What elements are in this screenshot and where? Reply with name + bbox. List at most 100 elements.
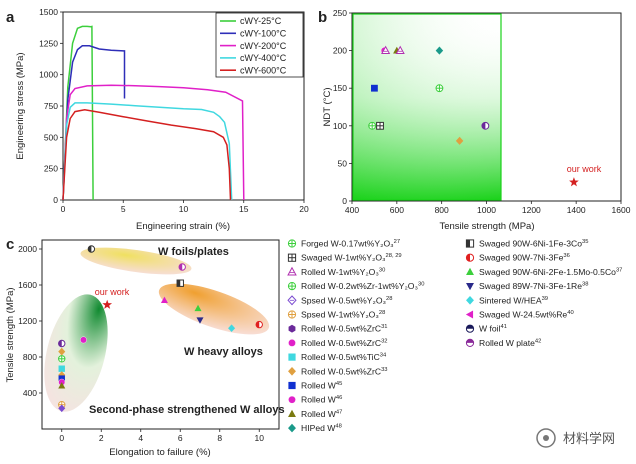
- panel-c-point-14: [176, 279, 184, 287]
- panel-a-ytick-label: 1250: [39, 38, 58, 48]
- panel-c-ytick-label: 800: [23, 352, 37, 362]
- panel-a-ytick-label: 750: [44, 101, 58, 111]
- watermark-logo-icon: [536, 428, 556, 448]
- panel-c-legend-label-7: Rolled W-0.5wt%ZrC32: [301, 338, 388, 348]
- panel-a-ytick-label: 250: [44, 164, 58, 174]
- panel-a-ytick-label: 1500: [39, 7, 58, 17]
- panel-c-xtick-label: 2: [99, 433, 104, 443]
- panel-label-b: b: [318, 9, 327, 26]
- panel-a-xtick-label: 10: [179, 204, 189, 214]
- panel-label-c: c: [6, 236, 14, 253]
- panel-c-legend-ref-21: 42: [535, 338, 541, 344]
- panel-b-point-1: [376, 121, 384, 130]
- panel-c-legend-label-16: Swaged 90W-6Ni-2Fe-1.5Mo-0.5Co37: [479, 267, 622, 277]
- panel-c-legend-ref-16: 37: [616, 267, 622, 273]
- panel-a: 0 5 10 15 20 0 250 500 750 1000 1250 1500 cWY-25°C c…: [15, 7, 309, 232]
- panel-c-point-2: [58, 355, 66, 363]
- panel-c-legend-marker-6: [288, 324, 296, 333]
- panel-c-legend-ref-17: 38: [582, 282, 588, 288]
- panel-b-xlabel: Tensile strength (MPa): [439, 221, 534, 232]
- panel-c-legend-ref-11: 46: [336, 395, 342, 401]
- panel-c-legend-label-17: Swaged 89W-7Ni-3Fe-1Re38: [479, 281, 588, 291]
- panel-c-legend-ref-15: 36: [563, 253, 569, 259]
- panel-b-point-8: [435, 84, 444, 93]
- panel-c-legend-marker-16: [466, 267, 474, 275]
- panel-c-legend-ref-8: 34: [380, 353, 387, 359]
- panel-c-ytick-label: 400: [23, 388, 37, 398]
- panel-c-ytick-label: 1200: [18, 316, 37, 326]
- panel-a-xtick-label: 15: [239, 204, 249, 214]
- panel-c-legend-marker-0: [287, 239, 297, 248]
- panel-c-legend-label-5: Spsed W-1wt%Y₂O₃28: [301, 310, 385, 320]
- panel-c-point-1: [58, 347, 66, 356]
- panel-b-point-3: [381, 45, 391, 54]
- panel-c-legend-label-8: Rolled W-0.5wt%TiC34: [301, 352, 387, 362]
- panel-c-point-11: [87, 245, 96, 253]
- panel-b-xtick-label: 1400: [567, 205, 586, 215]
- panel-c-point-7: [58, 382, 66, 389]
- panel-c-legend-marker-13: [288, 423, 296, 433]
- panel-a-xtick-label: 5: [121, 204, 126, 214]
- panel-c-point-17: [196, 317, 204, 324]
- panel-a-series-line-1: [62, 45, 126, 201]
- panel-b-ytick-label: 200: [333, 46, 347, 56]
- panel-b-region-fade: [353, 14, 501, 200]
- panel-label-a: a: [6, 9, 15, 26]
- panel-c-ylabel: Tensile strength (MPa): [5, 287, 16, 382]
- panel-b-ytick-label: 150: [333, 83, 347, 93]
- panel-c-legend-ref-9: 33: [381, 367, 387, 373]
- panel-c-legend-marker-1: [287, 253, 297, 262]
- panel-c-ytick-label: 2000: [18, 244, 37, 254]
- panel-c-legend-ref-19: 40: [567, 310, 573, 316]
- panel-c-point-10: [80, 336, 87, 344]
- panel-b-xtick-label: 1600: [612, 205, 631, 215]
- panel-c-legend-marker-11: [288, 395, 296, 404]
- panel-c-legend-label-2: Rolled W-1wt%Y₂O₃30: [301, 267, 385, 277]
- panel-a-series-line-0: [62, 25, 94, 201]
- panel-c-legend-label-12: Rolled W47: [301, 409, 342, 419]
- panel-c-legend-ref-2: 30: [379, 267, 385, 273]
- panel-c-legend-label-6: Rolled W-0.5wt%ZrC31: [301, 324, 388, 334]
- panel-b-ylabel: NDT (°C): [322, 88, 333, 127]
- panel-c-legend-ref-6: 31: [381, 324, 387, 330]
- region-w-heavy-alloys: [158, 283, 270, 335]
- panel-b-point-0: [368, 121, 377, 130]
- panel-a-legend-label-4: cWY-600°C: [240, 65, 287, 75]
- panel-c-legend-label-21: Rolled W plate42: [479, 338, 541, 348]
- panel-c-legend-label-14: Swaged 90W-6Ni-1Fe-3Co35: [479, 239, 588, 249]
- panel-c-legend-marker-8: [288, 353, 296, 361]
- panel-c-legend-label-4: Spsed W-0.5wt%Y₂O₃28: [301, 295, 392, 305]
- panel-a-series-line-3: [62, 102, 233, 201]
- panel-b-region-outline: [352, 13, 502, 201]
- watermark-text: 材料学网: [563, 431, 615, 446]
- panel-c-ytick-label: 1600: [18, 280, 37, 290]
- panel-c-point-13: [160, 296, 168, 304]
- panel-c-legend-ref-7: 32: [381, 338, 387, 344]
- panel-c-legend-ref-1: 28, 29: [386, 253, 402, 259]
- panel-a-legend-label-1: cWY-100°C: [240, 29, 287, 39]
- region-label-second-phase: Second-phase strengthened W alloys: [89, 404, 285, 416]
- panel-c-legend-marker-9: [288, 366, 296, 376]
- panel-a-xlabel: Engineering strain (%): [136, 221, 230, 232]
- panel-c-legend-marker-3: [287, 282, 297, 291]
- panel-b-point-6: [395, 45, 405, 54]
- panel-b-ytick-label: 250: [333, 8, 347, 18]
- panel-c-legend-label-0: Forged W-0.17wt%Y₂O₃27: [301, 239, 400, 249]
- panel-c-legend-label-10: Rolled W45: [301, 381, 342, 391]
- panel-c-legend-marker-10: [288, 381, 296, 390]
- panel-a-legend-label-0: cWY-25°C: [240, 16, 282, 26]
- panel-a-legend-label-2: cWY-200°C: [240, 41, 287, 51]
- panel-b-xtick-label: 1200: [522, 205, 541, 215]
- panel-a-ytick-label: 500: [44, 132, 58, 142]
- panel-c-legend-ref-12: 47: [336, 409, 342, 415]
- panel-b-point-10: [481, 121, 490, 130]
- panel-c-legend-marker-17: [466, 283, 474, 291]
- panel-c-xtick-label: 8: [217, 433, 222, 443]
- panel-b-point-7: [435, 46, 444, 55]
- panel-c-point-9: [58, 404, 66, 413]
- watermark-logo-dot-icon: [543, 435, 549, 441]
- panel-b: 400 600 800 1000 1200 1400 1600 0 50 100 150 200 250…: [322, 8, 631, 232]
- panel-c-xtick-label: 4: [138, 433, 143, 443]
- panel-b-xtick-label: 800: [435, 205, 449, 215]
- panel-c-point-15: [178, 263, 186, 271]
